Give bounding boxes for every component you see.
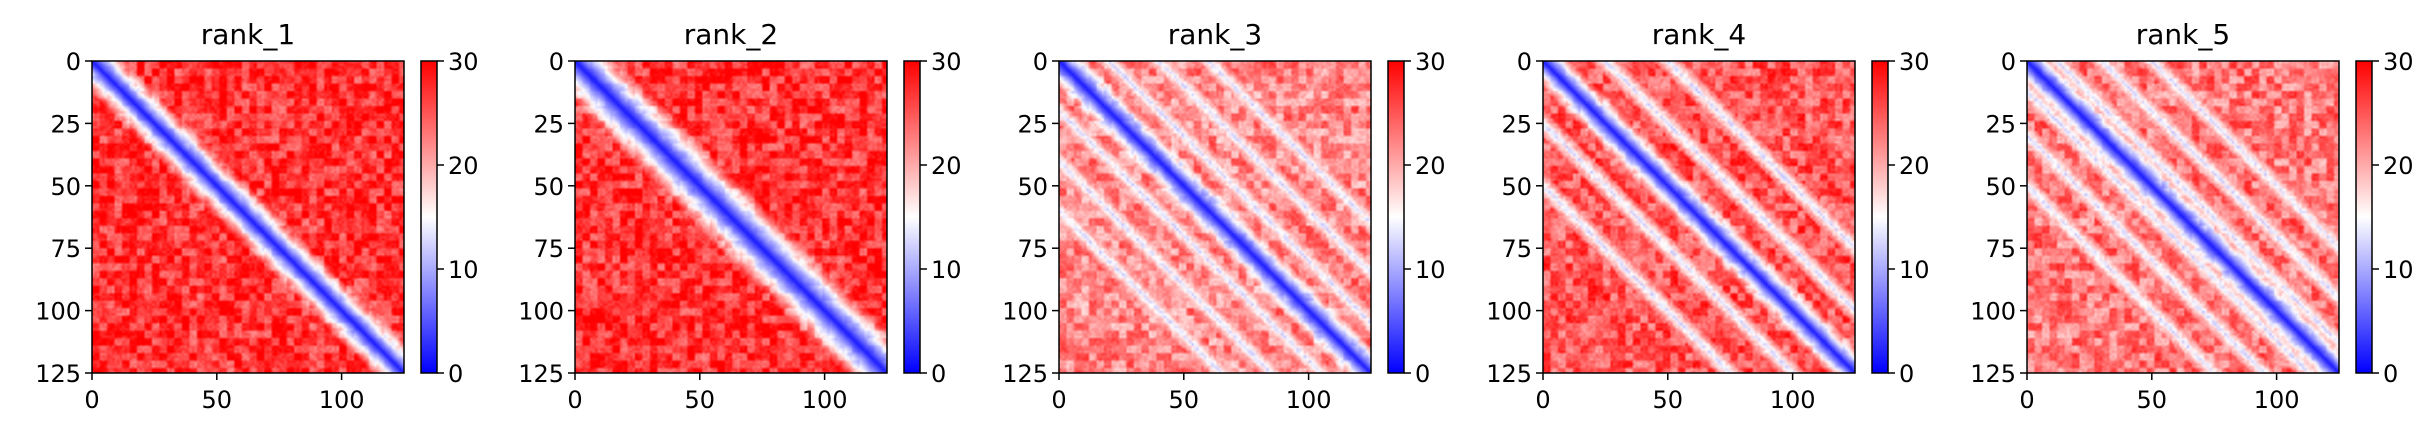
colorbar-tick-label: 0 [931,360,946,388]
colorbar-tick-label: 0 [1415,360,1430,388]
y-tick-label: 0 [66,48,81,76]
y-tick-label: 125 [35,360,81,388]
plot-frame [91,60,405,374]
y-tick-label: 50 [533,173,564,201]
x-tick-label: 100 [1286,386,1332,414]
y-tick-label: 100 [1970,298,2016,326]
y-tick-label: 50 [1017,173,1048,201]
y-tick-label: 25 [1017,110,1048,138]
x-tick-label: 0 [84,386,99,414]
heatmap-image [92,61,404,373]
y-tick-label: 75 [1501,235,1532,263]
y-tick-label: 125 [1002,360,1048,388]
colorbar-tick-label: 0 [1899,360,1914,388]
x-tick-label: 0 [1051,386,1066,414]
y-tick-label: 75 [50,235,81,263]
colorbar-tick-label: 30 [2383,48,2414,76]
y-tick-label: 0 [549,48,564,76]
colorbar-tick-label: 20 [448,152,479,180]
x-tick-label: 50 [1653,386,1684,414]
plot-frame [2026,60,2340,374]
colorbar-tick-label: 0 [2383,360,2398,388]
x-tick-label: 100 [2254,386,2300,414]
colorbar-tick-label: 0 [448,360,463,388]
colorbar-tick-label: 20 [931,152,962,180]
colorbar-tick-label: 30 [1415,48,1446,76]
x-tick-label: 50 [1169,386,1200,414]
y-tick-label: 25 [1985,110,2016,138]
y-tick-label: 50 [1985,173,2016,201]
y-tick-label: 100 [1002,298,1048,326]
y-tick-label: 25 [50,110,81,138]
x-tick-label: 100 [319,386,365,414]
y-tick-label: 125 [518,360,564,388]
y-tick-label: 0 [1517,48,1532,76]
colorbar [903,60,921,374]
x-tick-label: 0 [2019,386,2034,414]
colorbar [1387,60,1405,374]
x-tick-label: 0 [567,386,582,414]
panel-title: rank_2 [684,18,778,51]
x-tick-label: 0 [1535,386,1550,414]
y-tick-label: 50 [1501,173,1532,201]
y-tick-label: 0 [1033,48,1048,76]
plot-frame [1058,60,1372,374]
plot-frame [574,60,888,374]
colorbar-tick-label: 30 [931,48,962,76]
colorbar-tick-label: 10 [931,256,962,284]
panel-title: rank_1 [201,18,295,51]
x-tick-label: 50 [2137,386,2168,414]
y-tick-label: 100 [35,298,81,326]
colorbar [2355,60,2373,374]
heatmap-image [575,61,887,373]
panel-title: rank_4 [1652,18,1746,51]
y-tick-label: 75 [533,235,564,263]
colorbar-tick-label: 20 [1415,152,1446,180]
y-tick-label: 75 [1017,235,1048,263]
x-tick-label: 50 [202,386,233,414]
y-tick-label: 125 [1970,360,2016,388]
colorbar [420,60,438,374]
heatmap-image [2027,61,2339,373]
y-tick-label: 100 [1486,298,1532,326]
y-tick-label: 75 [1985,235,2016,263]
heatmap-image [1543,61,1855,373]
colorbar [1871,60,1889,374]
x-tick-label: 100 [802,386,848,414]
colorbar-tick-label: 10 [1415,256,1446,284]
colorbar-tick-label: 30 [1899,48,1930,76]
y-tick-label: 25 [1501,110,1532,138]
x-tick-label: 50 [685,386,716,414]
x-tick-label: 100 [1770,386,1816,414]
y-tick-label: 50 [50,173,81,201]
colorbar-tick-label: 30 [448,48,479,76]
colorbar-tick-label: 10 [1899,256,1930,284]
y-tick-label: 0 [2001,48,2016,76]
heatmap-image [1059,61,1371,373]
colorbar-tick-label: 20 [2383,152,2414,180]
plot-frame [1542,60,1856,374]
panel-title: rank_5 [2136,18,2230,51]
colorbar-tick-label: 10 [448,256,479,284]
panel-title: rank_3 [1168,18,1262,51]
y-tick-label: 125 [1486,360,1532,388]
y-tick-label: 100 [518,298,564,326]
colorbar-tick-label: 10 [2383,256,2414,284]
colorbar-tick-label: 20 [1899,152,1930,180]
y-tick-label: 25 [533,110,564,138]
